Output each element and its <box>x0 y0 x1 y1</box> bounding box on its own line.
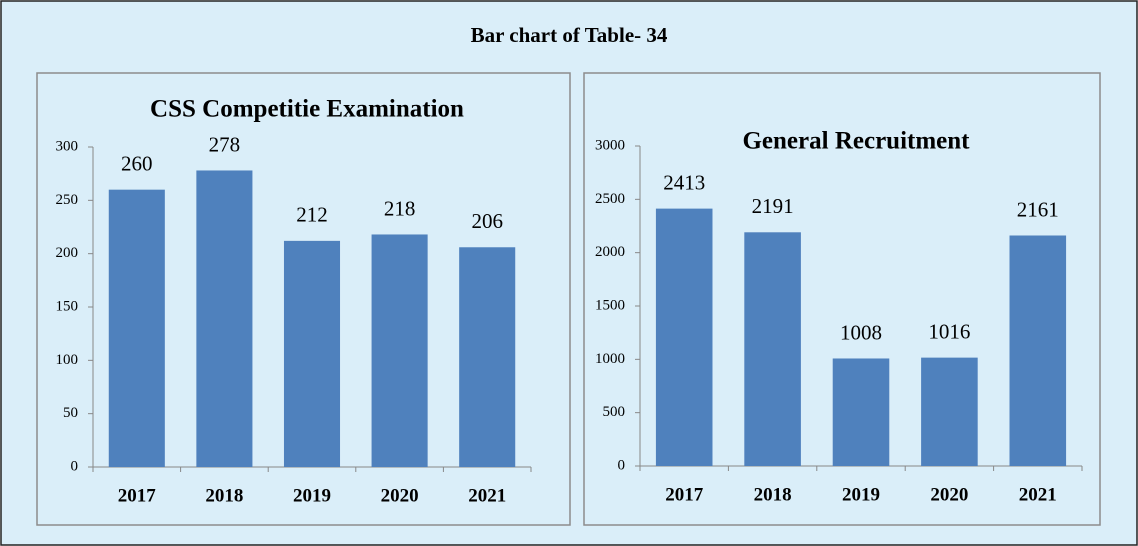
bar <box>832 358 890 466</box>
y-tick-label: 200 <box>56 245 79 261</box>
y-tick-label: 2500 <box>595 191 625 207</box>
value-label: 206 <box>471 209 503 233</box>
bar <box>283 240 341 467</box>
y-tick-label: 0 <box>618 457 626 473</box>
y-tick-label: 2000 <box>595 244 625 260</box>
x-tick-label: 2020 <box>381 485 419 506</box>
x-tick-label: 2021 <box>1019 484 1057 505</box>
y-tick-label: 500 <box>603 404 626 420</box>
y-tick-label: 0 <box>71 458 79 474</box>
page-title: Bar chart of Table- 34 <box>471 23 668 47</box>
x-tick-label: 2017 <box>665 484 704 505</box>
x-tick-label: 2018 <box>205 485 243 506</box>
bar <box>1009 235 1067 466</box>
value-label: 1016 <box>928 319 970 343</box>
y-tick-label: 1000 <box>595 351 625 367</box>
value-label: 2413 <box>663 170 705 194</box>
y-tick-label: 250 <box>56 192 79 208</box>
y-tick-label: 1500 <box>595 297 625 313</box>
y-tick-label: 50 <box>63 405 78 421</box>
y-tick-label: 300 <box>56 138 79 154</box>
value-label: 1008 <box>840 320 882 344</box>
bar <box>921 357 978 466</box>
x-tick-label: 2021 <box>468 485 506 506</box>
x-tick-label: 2017 <box>118 485 157 506</box>
y-tick-label: 3000 <box>595 137 625 153</box>
bar <box>108 189 165 467</box>
value-label: 218 <box>384 196 416 220</box>
value-label: 260 <box>121 151 153 175</box>
y-tick-label: 100 <box>56 352 79 368</box>
bar <box>655 208 713 466</box>
bar <box>459 247 516 467</box>
y-tick-label: 150 <box>56 298 79 314</box>
bar <box>196 170 253 467</box>
x-tick-label: 2020 <box>930 484 968 505</box>
value-label: 2191 <box>752 194 794 218</box>
bar <box>744 232 801 466</box>
bar <box>371 234 428 467</box>
chart-title: CSS Competitie Examination <box>150 96 464 123</box>
chart-title: General Recruitment <box>742 128 970 155</box>
x-tick-label: 2019 <box>293 485 331 506</box>
value-label: 278 <box>209 132 241 156</box>
x-tick-label: 2019 <box>842 484 880 505</box>
value-label: 212 <box>296 203 328 227</box>
x-tick-label: 2018 <box>754 484 792 505</box>
value-label: 2161 <box>1017 197 1059 221</box>
